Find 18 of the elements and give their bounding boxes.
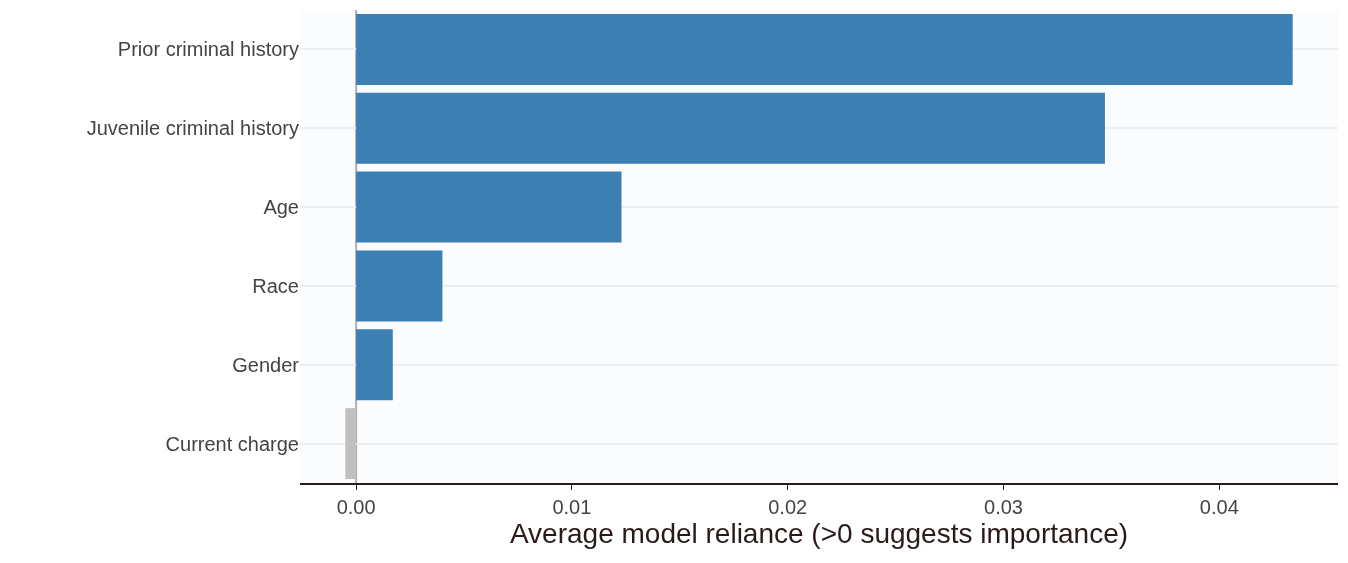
x-tick-label: 0.02 [768, 496, 808, 518]
bar [356, 92, 1105, 164]
x-axis-title: Average model reliance (>0 suggests importance) [509, 518, 1129, 549]
y-tick-label: Race [252, 274, 299, 297]
x-tick-label: 0.00 [336, 496, 376, 518]
x-tick-label: 0.04 [1199, 496, 1239, 518]
y-tick-label: Current charge [165, 432, 299, 455]
bar [345, 408, 357, 480]
y-tick-label: Juvenile criminal history [86, 117, 299, 140]
bar [356, 171, 622, 243]
bar [356, 13, 1293, 85]
y-tick-label: Age [263, 196, 299, 219]
x-tick-label: 0.01 [552, 496, 592, 518]
bar [356, 329, 393, 401]
x-tick-label: 0.03 [984, 496, 1023, 518]
bar [356, 250, 443, 322]
y-tick-label: Gender [232, 353, 300, 376]
y-tick-label: Prior criminal history [117, 38, 299, 61]
